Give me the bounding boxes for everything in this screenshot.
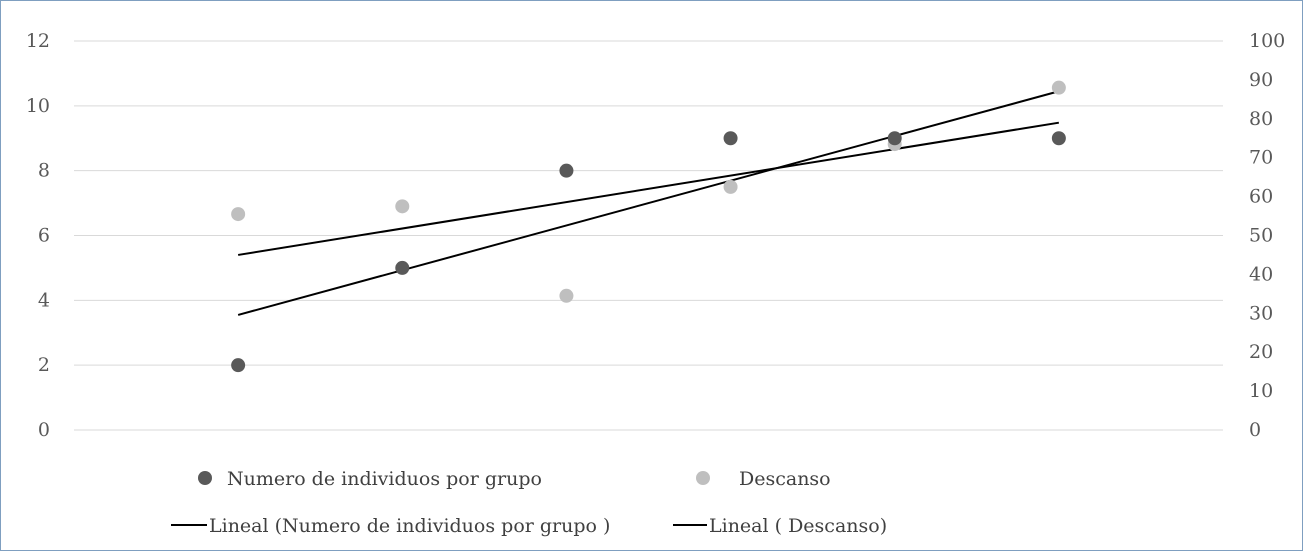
left-axis-tick-label: 12 <box>26 30 50 52</box>
right-axis-tick-label: 70 <box>1249 147 1273 169</box>
legend-label-descanso: Descanso <box>739 468 831 490</box>
left-axis-tick-label: 4 <box>38 289 50 311</box>
right-axis-tick-label: 20 <box>1249 341 1273 363</box>
point-numero <box>559 163 574 178</box>
legend-label-numero: Numero de individuos por grupo <box>227 468 542 490</box>
left-axis-tick-label: 0 <box>38 419 50 441</box>
right-axis-ticks: 0 10 20 30 40 50 60 70 80 90 100 <box>1249 30 1285 441</box>
point-numero <box>723 131 738 146</box>
trendline-numero <box>237 90 1060 316</box>
point-descanso <box>1051 80 1066 95</box>
right-axis-tick-label: 10 <box>1249 380 1273 402</box>
left-axis-ticks: 0 2 4 6 8 10 12 <box>26 30 50 441</box>
point-numero <box>395 260 410 275</box>
right-axis-tick-label: 40 <box>1249 263 1273 285</box>
right-axis-tick-label: 90 <box>1249 69 1273 91</box>
left-axis-tick-label: 10 <box>26 95 50 117</box>
right-axis-tick-label: 30 <box>1249 302 1273 324</box>
point-descanso <box>395 199 410 214</box>
point-numero <box>231 358 246 373</box>
point-descanso <box>559 288 574 303</box>
left-axis-tick-label: 2 <box>38 354 50 376</box>
right-axis-tick-label: 60 <box>1249 186 1273 208</box>
right-axis-tick-label: 0 <box>1249 419 1261 441</box>
gridlines <box>74 40 1223 431</box>
right-axis-tick-label: 50 <box>1249 225 1273 247</box>
legend-marker-descanso <box>696 471 710 485</box>
data-points <box>231 80 1066 373</box>
trendlines <box>237 90 1060 316</box>
point-descanso <box>723 179 738 194</box>
point-numero <box>1051 131 1066 146</box>
legend: Numero de individuos por grupo Descanso … <box>171 468 887 537</box>
point-descanso <box>231 207 246 222</box>
legend-label-trend-numero: Lineal (Numero de individuos por grupo ) <box>209 515 610 537</box>
point-numero <box>887 131 902 146</box>
legend-marker-numero <box>198 471 212 485</box>
left-axis-tick-label: 6 <box>38 225 50 247</box>
right-axis-tick-label: 100 <box>1249 30 1285 52</box>
left-axis-tick-label: 8 <box>38 160 50 182</box>
trendline-descanso <box>237 121 1060 256</box>
legend-label-trend-descanso: Lineal ( Descanso) <box>709 515 887 537</box>
right-axis-tick-label: 80 <box>1249 108 1273 130</box>
